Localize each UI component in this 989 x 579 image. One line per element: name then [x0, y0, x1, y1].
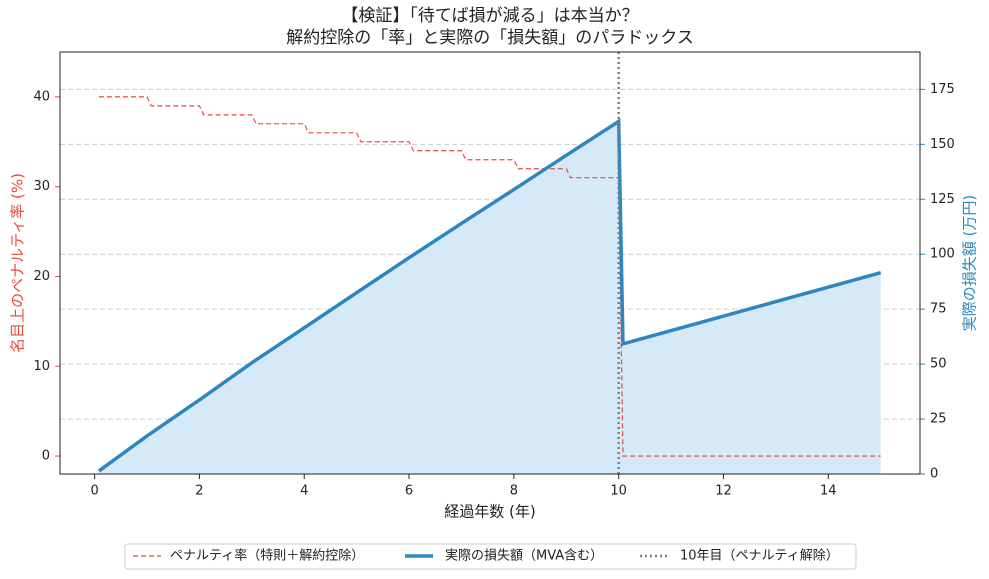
legend-label: 実際の損失額（MVA含む）	[445, 548, 603, 564]
legend-box	[124, 543, 857, 570]
y-axis-label: 名目上のペナルティ率 (%)	[9, 173, 27, 353]
y2-tick-label: 175	[930, 82, 955, 97]
x-axis-label: 経過年数 (年)	[444, 503, 535, 521]
y2-tick-label: 75	[930, 302, 947, 317]
legend-label: ペナルティ率（特則＋解約控除）	[170, 548, 364, 564]
y-tick-label: 0	[42, 449, 50, 464]
x-tick-label: 4	[300, 484, 308, 499]
legend: ペナルティ率（特則＋解約控除） 実際の損失額（MVA含む） 10年目（ペナルティ解除…	[124, 543, 857, 570]
x-tick-label: 14	[820, 484, 837, 499]
y-tick-label: 30	[33, 179, 50, 194]
y-tick-label: 10	[33, 359, 50, 374]
x-tick-label: 0	[90, 484, 98, 499]
y-tick-label: 20	[33, 269, 50, 284]
y2-tick-label: 25	[930, 412, 947, 427]
legend-label: 10年目（ペナルティ解除）	[680, 549, 839, 564]
y2-tick-label: 125	[930, 192, 955, 207]
y2-axis-label: 実際の損失額 (万円)	[961, 195, 979, 331]
y2-tick-label: 50	[930, 357, 947, 372]
y2-tick-label: 150	[930, 137, 955, 152]
y-tick-label: 40	[33, 89, 50, 104]
area	[98, 121, 881, 475]
x-tick-label: 12	[715, 484, 732, 499]
x-tick-label: 6	[405, 484, 413, 499]
series-line	[98, 96, 881, 457]
y2-tick-label: 100	[930, 247, 955, 262]
plot-frame	[59, 51, 921, 475]
chart-subtitle: 解約控除の「率」と実際の「損失額」のパラドックス	[286, 28, 694, 48]
series-line	[97, 118, 882, 473]
x-tick-label: 8	[510, 484, 518, 499]
y2-tick-label: 0	[930, 467, 938, 482]
x-tick-label: 10	[610, 484, 627, 499]
x-tick-label: 2	[195, 484, 203, 499]
chart-title: 【検証】「待てば損が減る」は本当か？	[341, 6, 638, 26]
